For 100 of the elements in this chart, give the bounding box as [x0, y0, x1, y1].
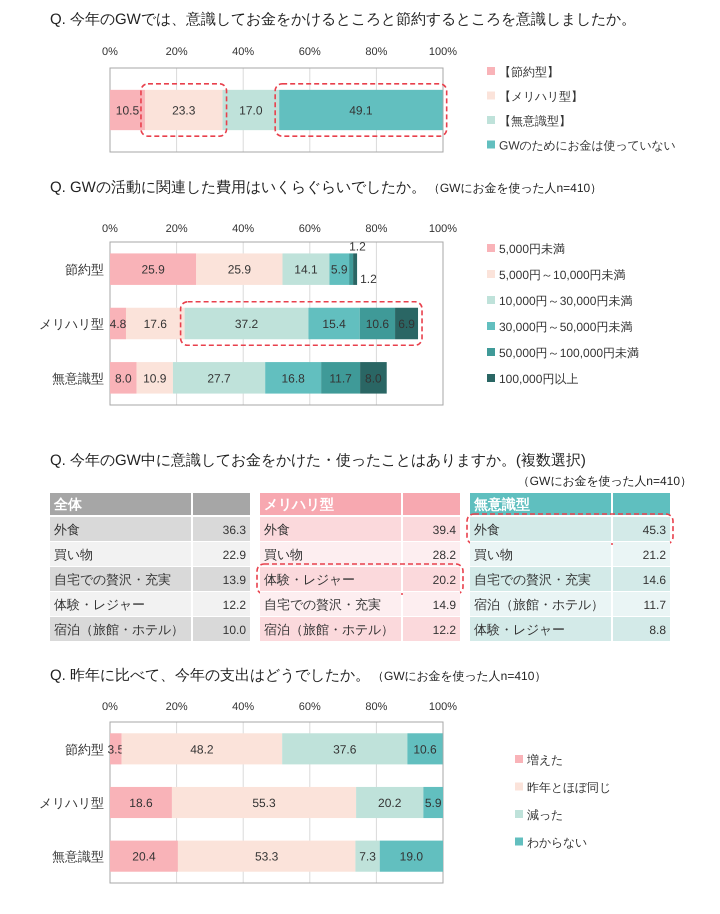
y-tick-label: 無意識型 [52, 370, 104, 386]
bar [356, 786, 424, 818]
data-label: 15.4 [322, 317, 346, 331]
text: 12.2 [432, 623, 456, 637]
text: 28.2 [432, 548, 456, 562]
bar [360, 308, 396, 340]
legend-label: 【節約型】 [499, 65, 559, 79]
legend-label: 5,000円未満 [499, 242, 566, 256]
chart-title: Q. GWの活動に関連した費用はいくらぐらいでしたか。 [50, 179, 426, 196]
x-tick-label: 0% [102, 46, 118, 58]
data-label: 19.0 [400, 850, 424, 864]
x-tick-label: 100% [428, 701, 458, 713]
legend-label: 減った [527, 808, 563, 822]
x-tick-label: 100% [428, 223, 458, 235]
legend-label: 50,000円～100,000円未満 [499, 346, 640, 360]
text: メリハリ型 [264, 496, 334, 512]
chart-title: Q. 昨年に比べて、今年の支出はどうでしたか。 [50, 667, 370, 684]
x-tick-label: 0% [102, 701, 118, 713]
x-tick-label: 40% [232, 223, 254, 235]
text: 11.7 [644, 598, 666, 612]
data-label: 20.2 [378, 796, 402, 810]
data-label: 7.3 [359, 850, 376, 864]
category-label: 宿泊（旅館・ホテル） [474, 597, 604, 612]
bar [178, 840, 356, 872]
x-tick-label: 80% [365, 223, 388, 235]
data-label: 25.9 [141, 262, 166, 277]
data-label: 25.9 [228, 262, 252, 277]
x-tick-label: 80% [365, 46, 388, 58]
bar [172, 362, 266, 394]
bar [122, 733, 282, 764]
data-label: 20.4 [132, 850, 156, 864]
text: 8.8 [649, 623, 666, 637]
bar [360, 362, 387, 394]
bar [110, 840, 178, 872]
data-label: 10.6 [413, 742, 438, 756]
bar [184, 308, 308, 340]
bar [380, 840, 443, 872]
bar [196, 253, 282, 285]
category-label: 宿泊（旅館・ホテル） [264, 622, 394, 637]
text: 36.3 [222, 523, 246, 537]
category-label: 体験・レジャー [54, 597, 145, 612]
x-tick-label: 40% [232, 701, 254, 713]
bar [222, 90, 280, 130]
chart-title: Q. 今年のGWでは、意識してお金をかけるところと節約するところを意識しましたか。 [50, 11, 636, 28]
legend-label: 10,000円～30,000円未満 [499, 294, 632, 308]
x-tick-label: 80% [365, 701, 388, 713]
category-label: 外食 [474, 522, 500, 537]
data-label: 18.6 [129, 796, 153, 810]
category-label: 体験・レジャー [264, 572, 355, 587]
category-label: 買い物 [474, 547, 513, 562]
category-label: 自宅での贅沢・充実 [54, 572, 171, 587]
legend-label: 5,000円～10,000円未満 [499, 268, 626, 282]
x-tick-label: 20% [166, 223, 188, 235]
x-tick-label: 60% [298, 701, 322, 713]
y-tick-label: メリハリ型 [39, 316, 104, 332]
data-label: 16.8 [281, 371, 306, 386]
data-label: 49.1 [349, 104, 373, 118]
x-tick-label: 20% [166, 46, 188, 58]
text: Q. 今年のGW中に意識してお金をかけた・使ったことはありますか。(複数選択) [50, 452, 586, 469]
category-label: 自宅での贅沢・充実 [264, 597, 381, 612]
text: （GWにお金を使った人n=410） [428, 181, 602, 195]
data-label: 37.2 [234, 317, 259, 331]
data-label: 10.6 [366, 317, 390, 331]
bar [126, 308, 185, 340]
y-tick-label: 節約型 [65, 742, 104, 757]
x-tick-label: 100% [428, 46, 458, 58]
data-label: 1.2 [349, 239, 366, 254]
data-label: 8.0 [114, 371, 132, 386]
legend-label: 増えた [526, 753, 563, 767]
bar [355, 840, 380, 872]
text: 20.2 [432, 573, 456, 587]
text: 無意識型 [473, 496, 530, 512]
text: 39.4 [432, 523, 456, 537]
y-tick-label: 無意識型 [52, 849, 104, 864]
text: 14.6 [642, 573, 666, 587]
data-label: 17.6 [144, 317, 168, 331]
bar [110, 253, 196, 285]
x-tick-label: 0% [102, 223, 118, 235]
bar [321, 362, 360, 394]
bar [110, 362, 137, 394]
text: 全体 [53, 496, 83, 512]
data-label: 23.3 [172, 104, 196, 118]
data-label: 5.9 [424, 796, 442, 810]
x-tick-label: 40% [232, 46, 254, 58]
bar [395, 308, 418, 340]
bar [172, 786, 356, 818]
legend-label: 昨年とほぼ同じ [527, 780, 611, 794]
bar [265, 362, 322, 394]
data-label: 14.1 [294, 262, 318, 277]
bar [110, 90, 145, 130]
category-label: 宿泊（旅館・ホテル） [54, 622, 184, 637]
data-label: 5.9 [330, 262, 348, 277]
bar [308, 308, 360, 340]
data-label: 10.9 [143, 371, 167, 386]
x-tick-label: 60% [298, 46, 322, 58]
x-tick-label: 20% [166, 701, 188, 713]
data-label: 4.8 [110, 317, 127, 331]
category-label: 自宅での贅沢・充実 [474, 572, 591, 587]
text: 12.2 [222, 598, 246, 612]
data-label: 55.3 [252, 796, 276, 810]
